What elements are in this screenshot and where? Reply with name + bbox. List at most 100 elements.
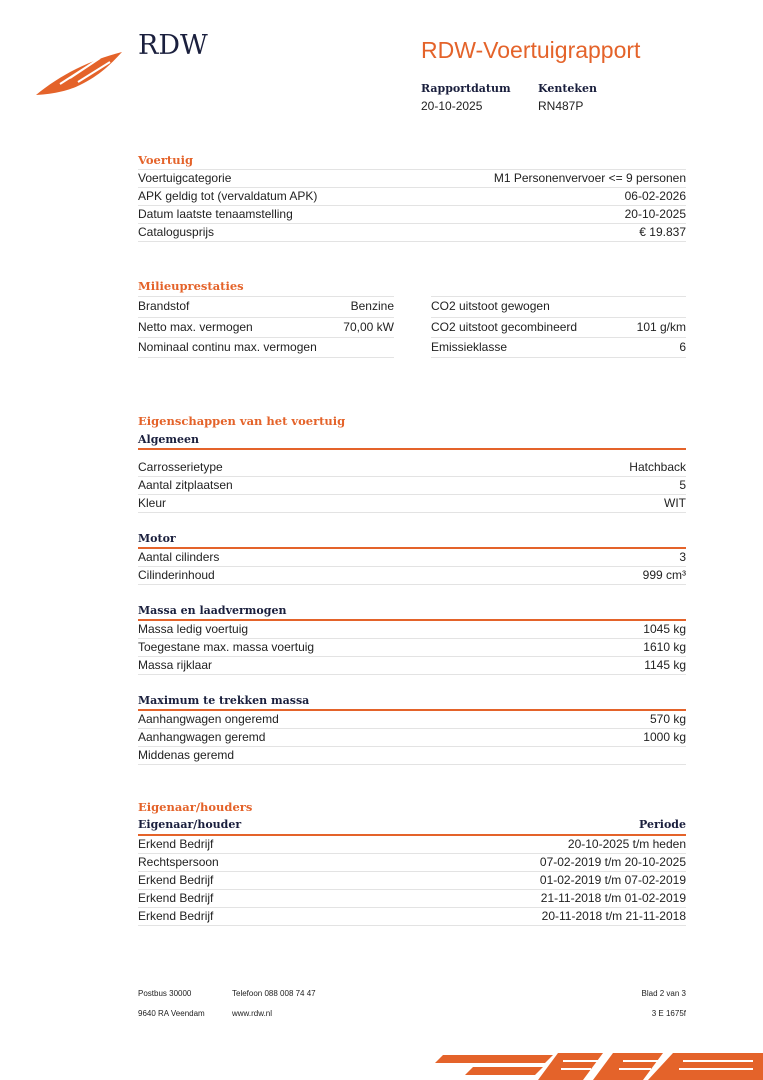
row-label: Cilinderinhoud (138, 568, 215, 582)
accent-rule (138, 448, 686, 450)
footer-text: Postbus 30000 (138, 989, 192, 998)
row-label: Massa ledig voertuig (138, 622, 249, 636)
row-value: 570 kg (649, 712, 686, 726)
owner-name: Erkend Bedrijf (138, 837, 214, 851)
owner-period: 20-10-2025 t/m heden (567, 837, 686, 851)
field-label: Kenteken (538, 82, 598, 95)
row-label: Middenas geremd (138, 748, 235, 762)
row-label: Toegestane max. massa voertuig (138, 640, 315, 654)
accent-rule (138, 547, 686, 549)
section-title: Eigenschappen van het voertuig (138, 414, 346, 428)
owner-name: Erkend Bedrijf (138, 909, 214, 923)
row-value: Benzine (350, 299, 394, 313)
owner-period: 07-02-2019 t/m 20-10-2025 (539, 855, 686, 869)
row-rule (138, 728, 686, 729)
footer-text: Telefoon 088 008 74 47 (232, 989, 316, 998)
row-rule (138, 566, 686, 567)
owner-name: Erkend Bedrijf (138, 873, 214, 887)
group-title: Algemeen (138, 433, 200, 446)
row-value: 1045 kg (643, 622, 686, 636)
footer-text: Blad 2 van 3 (641, 989, 686, 998)
row-value: € 19.837 (639, 225, 686, 239)
row-rule (138, 584, 686, 585)
row-label: Kleur (138, 496, 167, 510)
row-label: Carrosserietype (138, 460, 223, 474)
row-rule (138, 494, 686, 495)
owner-period: 01-02-2019 t/m 07-02-2019 (539, 873, 686, 887)
row-rule (138, 853, 686, 854)
row-label: Voertuigcategorie (138, 171, 232, 185)
row-rule (138, 889, 686, 890)
logo-text: RDW (138, 30, 208, 61)
group-title: Massa en laadvermogen (138, 604, 287, 617)
section-title: Eigenaar/houders (138, 800, 253, 814)
row-rule (138, 316, 394, 318)
row-rule (138, 223, 686, 224)
row-rule (138, 205, 686, 206)
owner-name: Rechtspersoon (138, 855, 219, 869)
footer-text: 3 E 1675f (651, 1009, 686, 1018)
row-label: Emissieklasse (431, 340, 508, 354)
row-rule (138, 241, 686, 242)
accent-rule (138, 619, 686, 621)
field-label: Rapportdatum (421, 82, 511, 95)
row-label: Netto max. vermogen (138, 319, 253, 334)
field-value: RN487P (538, 99, 584, 113)
footer-text: 9640 RA Veendam (138, 1009, 205, 1018)
row-rule (138, 638, 686, 639)
row-value: 999 cm³ (642, 568, 686, 582)
row-rule (431, 357, 686, 358)
row-value: 1610 kg (643, 640, 686, 654)
row-rule (138, 169, 686, 170)
row-label: Aantal cilinders (138, 550, 220, 564)
owner-period: 20-11-2018 t/m 21-11-2018 (541, 909, 686, 923)
row-value: 06-02-2026 (624, 189, 686, 203)
footer-stripes (435, 1053, 763, 1080)
row-value: 20-10-2025 (624, 207, 686, 221)
group-title: Motor (138, 532, 176, 545)
row-label: Datum laatste tenaamstelling (138, 207, 293, 221)
row-value: 5 (679, 478, 686, 492)
row-rule (138, 187, 686, 188)
owner-name: Erkend Bedrijf (138, 891, 214, 905)
section-title: Milieuprestaties (138, 279, 244, 293)
row-value: 3 (679, 550, 686, 564)
footer-text: www.rdw.nl (232, 1009, 273, 1018)
row-rule (138, 656, 686, 657)
row-label: CO2 uitstoot gecombineerd (431, 319, 578, 334)
row-label: Nominaal continu max. vermogen (138, 340, 317, 354)
row-value: Hatchback (629, 460, 686, 474)
accent-rule (138, 709, 686, 711)
field-value: 20-10-2025 (421, 99, 483, 113)
row-label: Aanhangwagen geremd (138, 730, 266, 744)
row-rule (431, 316, 686, 318)
row-label: Aanhangwagen ongeremd (138, 712, 279, 726)
row-rule (138, 746, 686, 747)
row-label: Aantal zitplaatsen (138, 478, 233, 492)
section-title: Voertuig (138, 153, 193, 167)
column-header: Periode (639, 818, 686, 831)
row-rule (138, 357, 394, 358)
row-label: Catalogusprijs (138, 225, 215, 239)
row-rule (138, 476, 686, 477)
column-header: Eigenaar/houder (138, 818, 242, 831)
group-title: Maximum te trekken massa (138, 694, 310, 707)
row-rule (138, 871, 686, 872)
row-rule (431, 337, 686, 338)
row-value: 1000 kg (643, 730, 686, 744)
row-label: Brandstof (138, 299, 190, 313)
row-value: 101 g/km (636, 319, 686, 334)
row-rule (138, 925, 686, 926)
row-value: 70,00 kW (343, 319, 394, 334)
row-rule (138, 296, 394, 297)
row-value: 6 (679, 340, 686, 354)
row-rule (138, 674, 686, 675)
report-title: RDW-Voertuigrapport (421, 37, 641, 63)
owner-period: 21-11-2018 t/m 01-02-2019 (540, 891, 686, 905)
accent-rule (138, 834, 686, 836)
row-value: M1 Personenvervoer <= 9 personen (493, 171, 686, 185)
row-rule (431, 296, 686, 297)
row-rule (138, 337, 394, 338)
row-value: WIT (664, 496, 686, 510)
